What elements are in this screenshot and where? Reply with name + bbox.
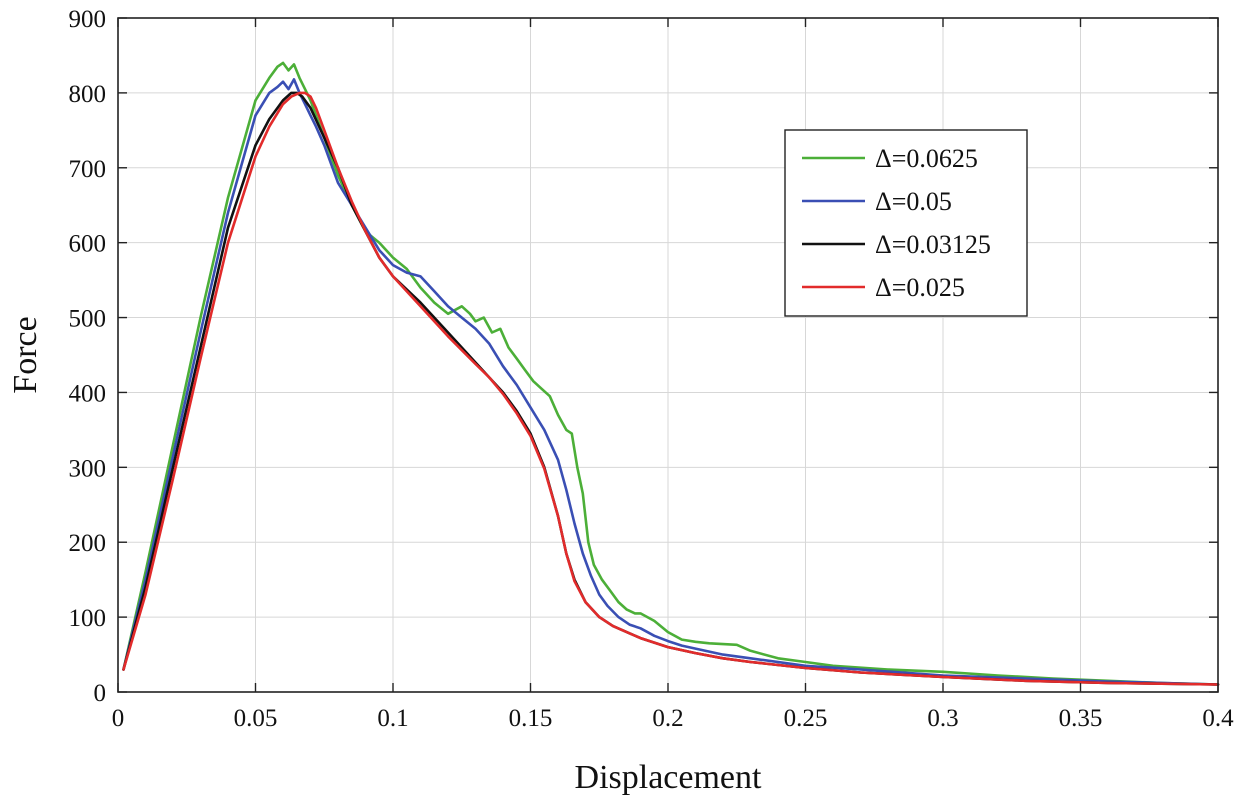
y-tick-label: 300 xyxy=(69,455,107,482)
y-tick-label: 500 xyxy=(69,306,107,333)
series-layer xyxy=(122,61,1220,686)
y-tick-label: 900 xyxy=(69,6,107,33)
series-line-4 xyxy=(122,91,1220,686)
y-tick-label: 100 xyxy=(69,605,107,632)
series-line-1 xyxy=(122,61,1220,686)
legend-label-3: Δ=0.03125 xyxy=(875,230,991,259)
x-axis-title: Displacement xyxy=(575,759,762,796)
y-tick-label: 0 xyxy=(94,680,107,707)
x-tick-label: 0 xyxy=(112,705,125,732)
x-tick-label: 0.25 xyxy=(784,705,828,732)
legend: Δ=0.0625 Δ=0.05 Δ=0.03125 Δ=0.025 xyxy=(784,129,1028,317)
legend-label-4: Δ=0.025 xyxy=(875,273,965,302)
x-tick-label: 0.1 xyxy=(377,705,408,732)
x-tick-label: 0.05 xyxy=(234,705,278,732)
y-tick-label: 600 xyxy=(69,231,107,258)
y-tick-label: 800 xyxy=(69,81,107,108)
y-axis-title: Force xyxy=(7,316,44,393)
x-tick-label: 0.4 xyxy=(1202,705,1234,732)
legend-box xyxy=(784,129,1028,317)
legend-label-1: Δ=0.0625 xyxy=(875,144,978,173)
x-tick-label: 0.15 xyxy=(509,705,553,732)
y-tick-label: 400 xyxy=(69,380,107,407)
legend-label-2: Δ=0.05 xyxy=(875,187,952,216)
x-tick-label: 0.2 xyxy=(652,705,683,732)
x-tick-label: 0.35 xyxy=(1059,705,1103,732)
y-tick-label: 700 xyxy=(69,156,107,183)
ticks: 0 0.05 0.1 0.15 0.2 0.25 0.3 0.35 0.4 0 100 200 300 4… xyxy=(69,6,1235,732)
x-tick-label: 0.3 xyxy=(927,705,958,732)
y-tick-label: 200 xyxy=(69,530,107,557)
series-line-2 xyxy=(122,78,1220,686)
